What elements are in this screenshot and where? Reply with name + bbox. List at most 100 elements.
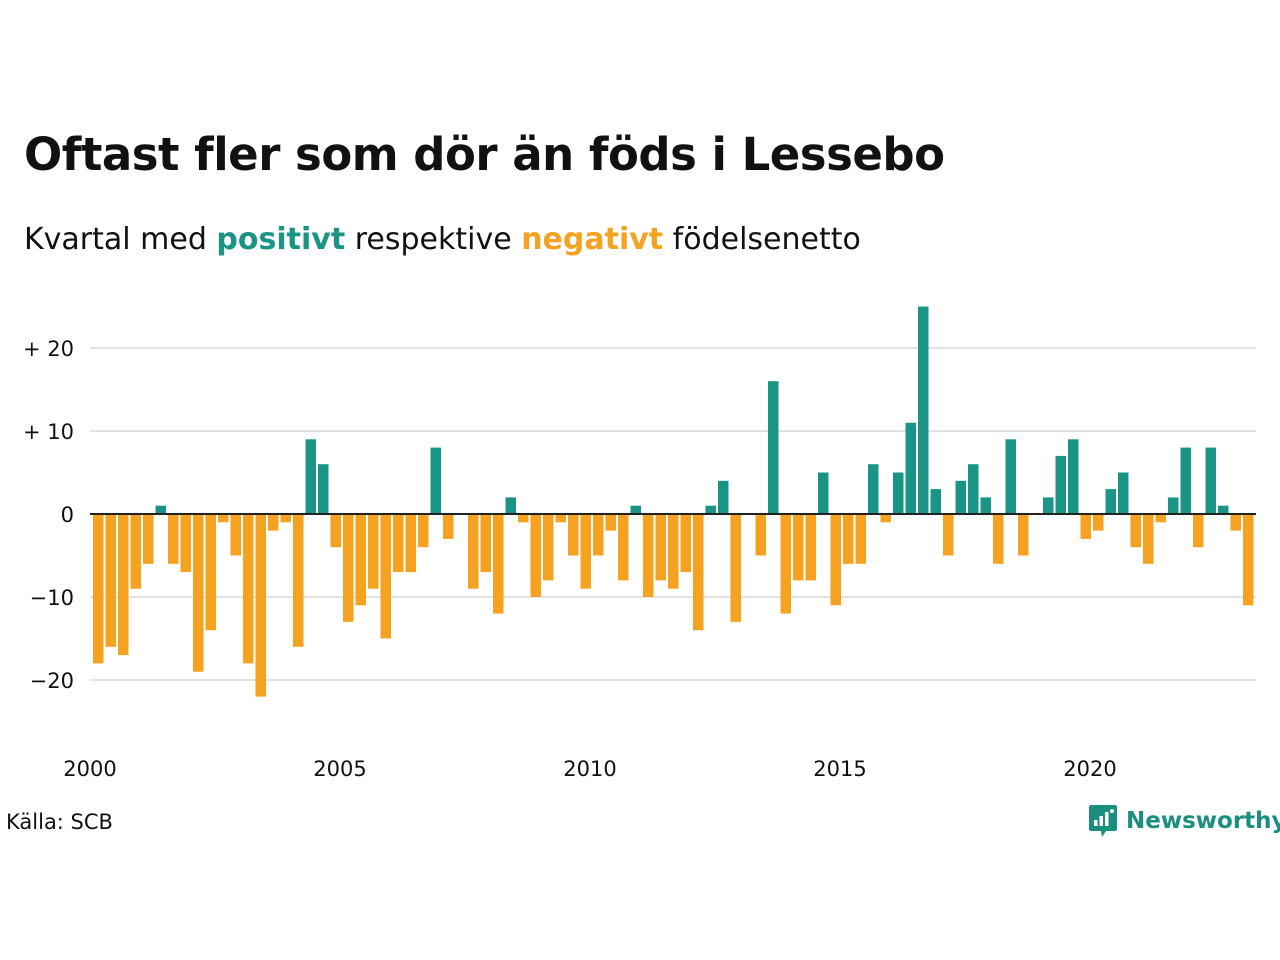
bar-79 bbox=[1080, 514, 1091, 539]
bar-23 bbox=[380, 514, 391, 639]
bar-0 bbox=[93, 514, 104, 664]
bar-4 bbox=[143, 514, 154, 564]
bar-78 bbox=[1068, 439, 1079, 514]
bar-34 bbox=[518, 514, 529, 523]
bar-46 bbox=[668, 514, 679, 589]
y-tick-label-4: −20 bbox=[30, 669, 74, 693]
bar-64 bbox=[893, 472, 904, 514]
bar-69 bbox=[955, 480, 966, 514]
y-tick-label-3: −10 bbox=[30, 586, 74, 610]
bar-11 bbox=[230, 514, 241, 556]
bar-41 bbox=[605, 514, 616, 531]
bar-53 bbox=[755, 514, 766, 556]
bar-65 bbox=[905, 422, 916, 514]
bar-62 bbox=[868, 464, 879, 514]
bar-20 bbox=[343, 514, 354, 622]
bar-2 bbox=[118, 514, 129, 656]
subtitle-suffix: födelsenetto bbox=[663, 222, 861, 257]
subtitle-prefix: Kvartal med bbox=[24, 222, 217, 257]
bar-47 bbox=[680, 514, 691, 573]
bar-27 bbox=[430, 447, 441, 514]
bar-92 bbox=[1243, 514, 1254, 606]
bar-9 bbox=[205, 514, 216, 631]
bar-18 bbox=[318, 464, 329, 514]
bar-71 bbox=[980, 497, 991, 514]
bar-58 bbox=[818, 472, 829, 514]
subtitle-middle: respektive bbox=[345, 222, 522, 257]
bar-36 bbox=[543, 514, 554, 581]
bar-37 bbox=[555, 514, 566, 523]
bar-50 bbox=[718, 480, 729, 514]
brand-name: Newsworthy bbox=[1126, 808, 1280, 834]
bar-21 bbox=[355, 514, 366, 606]
bar-8 bbox=[193, 514, 204, 672]
bar-48 bbox=[693, 514, 704, 631]
bar-16 bbox=[293, 514, 304, 647]
bar-5 bbox=[155, 505, 166, 514]
bar-40 bbox=[593, 514, 604, 556]
bar-22 bbox=[368, 514, 379, 589]
bar-25 bbox=[405, 514, 416, 573]
bar-32 bbox=[493, 514, 504, 614]
bar-1 bbox=[105, 514, 116, 647]
bar-66 bbox=[918, 306, 929, 514]
bar-91 bbox=[1230, 514, 1241, 531]
bar-55 bbox=[780, 514, 791, 614]
newsworthy-chart-bubble-icon bbox=[1089, 805, 1117, 837]
bar-73 bbox=[1005, 439, 1016, 514]
bar-60 bbox=[843, 514, 854, 564]
bar-3 bbox=[130, 514, 141, 589]
bar-10 bbox=[218, 514, 229, 523]
bar-38 bbox=[568, 514, 579, 556]
bar-59 bbox=[830, 514, 841, 606]
bar-15 bbox=[280, 514, 291, 523]
bar-77 bbox=[1055, 455, 1066, 514]
bar-56 bbox=[793, 514, 804, 581]
bar-83 bbox=[1130, 514, 1141, 548]
bar-85 bbox=[1155, 514, 1166, 523]
bar-87 bbox=[1180, 447, 1191, 514]
bar-12 bbox=[243, 514, 254, 664]
bar-24 bbox=[393, 514, 404, 573]
bar-80 bbox=[1093, 514, 1104, 531]
source-label: Källa: SCB bbox=[6, 810, 113, 834]
bar-45 bbox=[655, 514, 666, 581]
x-tick-label-2000: 2000 bbox=[63, 757, 116, 781]
bar-44 bbox=[643, 514, 654, 597]
bar-51 bbox=[730, 514, 741, 622]
bar-13 bbox=[255, 514, 266, 697]
bars bbox=[90, 306, 1256, 697]
bar-31 bbox=[480, 514, 491, 573]
bar-74 bbox=[1018, 514, 1029, 556]
bar-82 bbox=[1118, 472, 1129, 514]
bar-70 bbox=[968, 464, 979, 514]
bar-35 bbox=[530, 514, 541, 597]
bar-26 bbox=[418, 514, 429, 548]
bar-7 bbox=[180, 514, 191, 573]
bar-17 bbox=[305, 439, 316, 514]
bar-49 bbox=[705, 505, 716, 514]
chart-title: Oftast fler som dör än föds i Lessebo bbox=[24, 128, 945, 181]
bar-30 bbox=[468, 514, 479, 589]
subtitle-negative-word: negativt bbox=[521, 222, 664, 257]
bar-28 bbox=[443, 514, 454, 539]
bar-63 bbox=[880, 514, 891, 523]
newsworthy-logo[interactable]: Newsworthy bbox=[1088, 803, 1280, 839]
subtitle-positive-word: positivt bbox=[216, 222, 346, 257]
bar-39 bbox=[580, 514, 591, 589]
chart-subtitle: Kvartal med positivt respektive negativt… bbox=[24, 222, 861, 257]
y-tick-label-1: + 10 bbox=[23, 420, 74, 444]
bar-14 bbox=[268, 514, 279, 531]
bar-86 bbox=[1168, 497, 1179, 514]
bar-72 bbox=[993, 514, 1004, 564]
bar-68 bbox=[943, 514, 954, 556]
x-tick-label-2015: 2015 bbox=[813, 757, 866, 781]
bar-81 bbox=[1105, 489, 1116, 514]
x-tick-label-2020: 2020 bbox=[1063, 757, 1116, 781]
y-tick-label-2: 0 bbox=[61, 503, 74, 527]
bar-76 bbox=[1043, 497, 1054, 514]
x-tick-label-2010: 2010 bbox=[563, 757, 616, 781]
bar-88 bbox=[1193, 514, 1204, 548]
bar-43 bbox=[630, 505, 641, 514]
